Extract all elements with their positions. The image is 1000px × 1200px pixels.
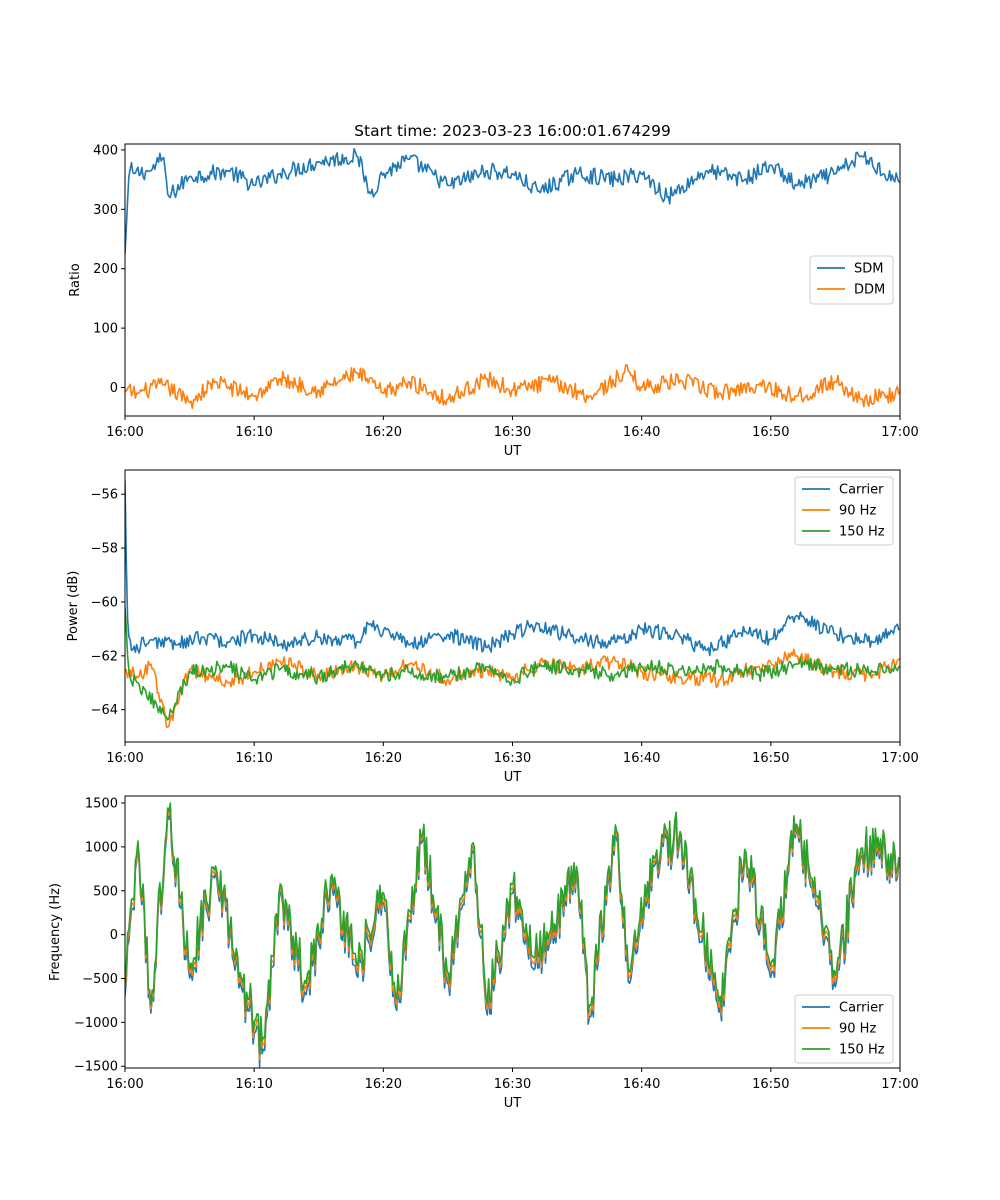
y-tick-label: 500 xyxy=(93,884,118,899)
figure-title: Start time: 2023-03-23 16:00:01.674299 xyxy=(354,122,671,140)
y-tick-label: −500 xyxy=(82,972,118,987)
legend-entry-label: 90 Hz xyxy=(839,1022,876,1037)
y-axis-label: Power (dB) xyxy=(66,571,81,642)
x-tick-label: 16:30 xyxy=(494,1077,531,1092)
x-tick-label: 17:00 xyxy=(881,751,918,766)
legend-entry-label: 150 Hz xyxy=(839,1043,885,1058)
plot-frame xyxy=(124,795,901,1069)
x-axis-label: UT xyxy=(504,444,522,459)
x-tick-label: 16:40 xyxy=(623,425,660,440)
series-group xyxy=(125,802,900,1068)
series-group xyxy=(125,480,900,729)
series-line-carrier xyxy=(125,811,900,1068)
legend: Carrier 90 Hz 150 Hz xyxy=(794,476,894,546)
x-tick-label: 16:00 xyxy=(106,1077,143,1092)
y-axis-label: Ratio xyxy=(68,263,83,296)
y-tick-label: 400 xyxy=(93,143,118,158)
y-tick-label: 100 xyxy=(93,322,118,337)
x-tick-label: 16:00 xyxy=(106,751,143,766)
y-tick-label: −56 xyxy=(91,488,118,503)
x-tick-label: 17:00 xyxy=(881,425,918,440)
x-axis-label: UT xyxy=(504,1096,522,1111)
y-tick-label: 200 xyxy=(93,262,118,277)
chart-panel-1: 16:00 16:10 16:20 16:30 16:40 16:50 17:00 0 100 2… xyxy=(68,143,919,459)
y-tick-label: −64 xyxy=(91,703,118,718)
y-tick-label: 1500 xyxy=(85,797,118,812)
x-tick-label: 16:50 xyxy=(752,425,789,440)
y-tick-label: 1000 xyxy=(85,840,118,855)
y-axis-label: Frequency (Hz) xyxy=(48,883,63,981)
legend: SDM DDM xyxy=(809,255,894,305)
series-line-150-hz xyxy=(125,802,900,1055)
x-tick-label: 16:50 xyxy=(752,751,789,766)
x-tick-label: 16:20 xyxy=(365,1077,402,1092)
series-line-carrier xyxy=(125,480,900,657)
legend-box xyxy=(794,476,894,546)
series-line-90-hz xyxy=(125,648,900,729)
plot-frame xyxy=(124,143,901,417)
y-tick-label: −62 xyxy=(91,649,118,664)
y-tick-label: 0 xyxy=(110,928,118,943)
y-tick-label: −58 xyxy=(91,542,118,557)
y-tick-label: 300 xyxy=(93,203,118,218)
chart-panel-3: 16:00 16:10 16:20 16:30 16:40 16:50 17:00 −1500… xyxy=(48,795,919,1111)
x-tick-label: 17:00 xyxy=(881,1077,918,1092)
legend-entry-label: Carrier xyxy=(839,483,884,498)
x-tick-label: 16:10 xyxy=(235,425,272,440)
x-tick-label: 16:00 xyxy=(106,425,143,440)
plot-frame xyxy=(124,469,901,743)
x-tick-label: 16:20 xyxy=(365,425,402,440)
x-tick-label: 16:40 xyxy=(623,751,660,766)
chart-panel-2: 16:00 16:10 16:20 16:30 16:40 16:50 17:00 −64 −6… xyxy=(66,469,919,785)
series-line-90-hz xyxy=(125,806,900,1061)
x-tick-label: 16:40 xyxy=(623,1077,660,1092)
series-group xyxy=(125,148,900,410)
y-tick-label: −1500 xyxy=(74,1060,118,1075)
legend-entry-label: SDM xyxy=(854,262,883,277)
series-line-sdm xyxy=(125,148,900,254)
y-tick-label: −60 xyxy=(91,595,118,610)
legend-entry-label: 90 Hz xyxy=(839,504,876,519)
series-line-150-hz xyxy=(125,607,900,721)
x-tick-label: 16:50 xyxy=(752,1077,789,1092)
series-line-ddm xyxy=(125,364,900,410)
legend-box xyxy=(794,994,894,1064)
y-tick-label: −1000 xyxy=(74,1016,118,1031)
x-tick-label: 16:10 xyxy=(235,1077,272,1092)
x-tick-label: 16:20 xyxy=(365,751,402,766)
chart-panels: 16:00 16:10 16:20 16:30 16:40 16:50 17:00 0 100 2… xyxy=(48,143,919,1111)
legend: Carrier 90 Hz 150 Hz xyxy=(794,994,894,1064)
x-tick-label: 16:30 xyxy=(494,425,531,440)
legend-entry-label: Carrier xyxy=(839,1001,884,1016)
y-tick-label: 0 xyxy=(110,381,118,396)
legend-entry-label: DDM xyxy=(854,283,885,298)
legend-entry-label: 150 Hz xyxy=(839,525,885,540)
x-axis-label: UT xyxy=(504,770,522,785)
x-tick-label: 16:10 xyxy=(235,751,272,766)
x-tick-label: 16:30 xyxy=(494,751,531,766)
